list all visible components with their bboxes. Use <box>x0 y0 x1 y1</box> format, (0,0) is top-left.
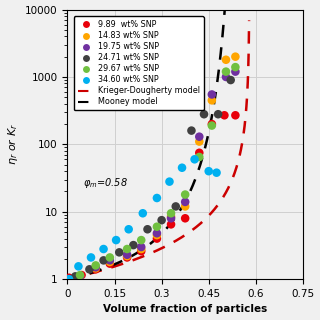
Point <box>233 54 238 59</box>
Point <box>214 170 219 175</box>
Point <box>139 237 144 243</box>
Point <box>180 165 185 170</box>
Legend: 9.89  wt% SNP, 14.83 wt% SNP, 19.75 wt% SNP, 24.71 wt% SNP, 29.67 wt% SNP, 34.60: 9.89 wt% SNP, 14.83 wt% SNP, 19.75 wt% S… <box>74 16 204 110</box>
Point <box>216 112 221 117</box>
Point <box>206 169 211 174</box>
Point <box>67 276 72 282</box>
Point <box>107 260 112 265</box>
Point <box>192 157 197 162</box>
Point <box>233 113 238 118</box>
Point <box>139 246 144 252</box>
Point <box>87 267 92 272</box>
Point <box>183 204 188 209</box>
Point <box>223 74 228 79</box>
Point <box>77 273 83 278</box>
Point <box>197 139 202 144</box>
Point <box>154 233 159 238</box>
Point <box>114 237 119 243</box>
Point <box>124 252 130 257</box>
X-axis label: Volume fraction of particles: Volume fraction of particles <box>103 304 267 315</box>
Point <box>202 112 207 117</box>
Point <box>101 258 106 263</box>
Point <box>209 98 214 103</box>
Point <box>169 211 174 216</box>
Point <box>209 92 214 97</box>
Point <box>79 273 84 278</box>
Point <box>173 204 178 209</box>
Point <box>77 274 83 279</box>
Y-axis label: $\eta_r$ or $K_r$: $\eta_r$ or $K_r$ <box>5 124 20 165</box>
Point <box>76 264 81 269</box>
Point <box>233 69 238 74</box>
Point <box>124 253 130 259</box>
Point <box>154 196 159 201</box>
Point <box>159 218 164 223</box>
Point <box>233 65 238 70</box>
Point <box>154 231 159 236</box>
Point <box>197 150 202 155</box>
Point <box>101 246 106 252</box>
Point <box>169 222 174 227</box>
Text: $\varphi_m$=0.58: $\varphi_m$=0.58 <box>83 176 128 190</box>
Point <box>209 122 214 127</box>
Point <box>107 261 112 266</box>
Point <box>124 255 130 260</box>
Point <box>131 243 136 248</box>
Point <box>223 69 228 74</box>
Point <box>126 227 131 232</box>
Point <box>169 214 174 219</box>
Point <box>139 249 144 254</box>
Point <box>88 255 93 260</box>
Point <box>140 211 145 216</box>
Point <box>93 267 98 272</box>
Point <box>117 250 122 255</box>
Point <box>107 255 112 260</box>
Point <box>93 266 98 271</box>
Point <box>197 134 202 139</box>
Point <box>223 57 228 62</box>
Point <box>183 192 188 197</box>
Point <box>154 236 159 241</box>
Point <box>107 258 112 263</box>
Point <box>222 113 227 118</box>
Point <box>145 227 150 232</box>
Point <box>67 275 72 280</box>
Point <box>183 216 188 221</box>
Point <box>93 265 98 270</box>
Point <box>124 246 130 252</box>
Point <box>77 274 83 279</box>
Point <box>167 179 172 184</box>
Point <box>189 128 194 133</box>
Point <box>169 216 174 221</box>
Point <box>154 224 159 229</box>
Point <box>139 244 144 250</box>
Point <box>183 199 188 204</box>
Point <box>197 155 202 160</box>
Point <box>73 274 78 279</box>
Point <box>93 263 98 268</box>
Point <box>209 123 214 128</box>
Point <box>228 77 233 83</box>
